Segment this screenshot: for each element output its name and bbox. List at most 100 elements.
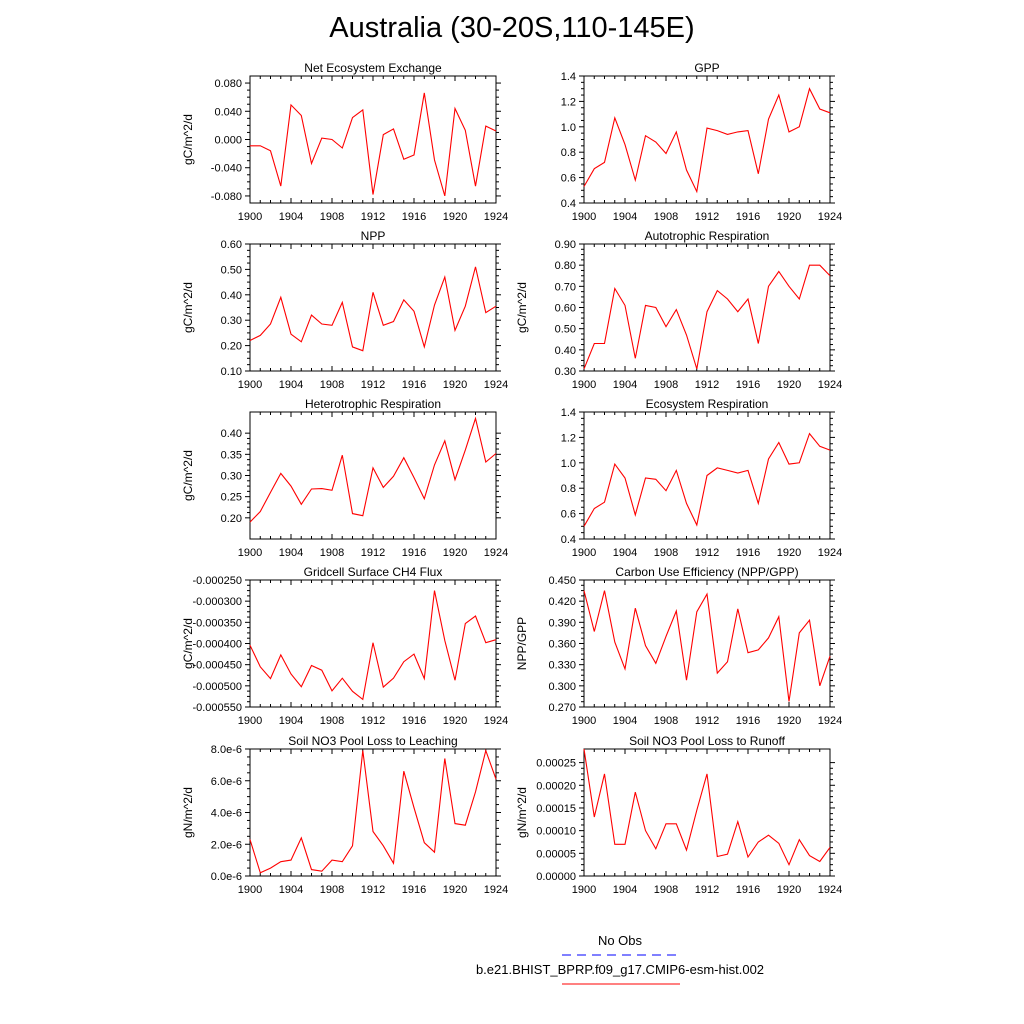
x-tick-label: 1908 xyxy=(654,884,678,896)
x-tick-label: 1920 xyxy=(777,379,801,391)
y-tick-label: 1.2 xyxy=(561,96,576,108)
y-tick-label: 0.000 xyxy=(214,135,242,147)
y-tick-label: 0.60 xyxy=(555,303,576,315)
x-tick-label: 1908 xyxy=(320,379,344,391)
y-tick-label: 0.20 xyxy=(221,513,242,525)
y-tick-label: 0.450 xyxy=(548,575,576,587)
y-tick-label: 0.00020 xyxy=(536,780,576,792)
chart-panel-4: Autotrophic Respiration gC/m^2/d 1900 1904 1… xyxy=(515,229,842,391)
y-axis-label: NPP/GPP xyxy=(515,617,529,670)
x-tick-label: 1916 xyxy=(402,211,426,223)
x-tick-label: 1912 xyxy=(695,884,719,896)
y-tick-label: -0.000450 xyxy=(192,660,242,672)
chart-title: Soil NO3 Pool Loss to Leaching xyxy=(288,734,457,748)
x-tick-label: 1900 xyxy=(238,379,262,391)
y-tick-label: -0.000300 xyxy=(192,596,242,608)
y-tick-label: 0.8 xyxy=(561,147,576,159)
y-tick-label: -0.080 xyxy=(211,191,242,203)
x-tick-label: 1908 xyxy=(320,884,344,896)
y-tick-label: -0.000250 xyxy=(192,575,242,587)
y-tick-label: -0.000400 xyxy=(192,639,242,651)
series-line xyxy=(249,266,497,352)
x-tick-label: 1912 xyxy=(695,379,719,391)
y-tick-label: 0.35 xyxy=(221,449,242,461)
y-tick-label: -0.000500 xyxy=(192,681,242,693)
chart-panel-5: Heterotrophic Respiration gC/m^2/d 1900 190… xyxy=(181,397,508,559)
y-tick-label: -0.000550 xyxy=(192,702,242,714)
x-tick-label: 1912 xyxy=(361,547,385,559)
chart-panel-10: Soil NO3 Pool Loss to Runoff gN/m^2/d 1900… xyxy=(515,734,842,896)
chart-panel-6: Ecosystem Respiration 1900 1904 1908 1912 191… xyxy=(561,397,843,559)
y-tick-label: 0.330 xyxy=(548,660,576,672)
x-tick-label: 1924 xyxy=(484,211,508,223)
y-tick-label: 0.40 xyxy=(555,345,576,357)
x-tick-label: 1920 xyxy=(443,211,467,223)
x-tick-label: 1912 xyxy=(695,547,719,559)
x-tick-label: 1900 xyxy=(572,547,596,559)
x-tick-label: 1908 xyxy=(654,715,678,727)
y-tick-label: 0.20 xyxy=(221,341,242,353)
x-tick-label: 1904 xyxy=(613,884,637,896)
x-tick-label: 1908 xyxy=(654,547,678,559)
y-tick-label: 1.0 xyxy=(561,458,576,470)
y-tick-label: 0.00000 xyxy=(536,871,576,883)
y-tick-label: 0.080 xyxy=(214,78,242,90)
chart-panel-9: Soil NO3 Pool Loss to Leaching gN/m^2/d 19… xyxy=(181,734,508,896)
y-tick-label: 0.4 xyxy=(561,534,576,546)
y-tick-label: 0.6 xyxy=(561,509,576,521)
series-line xyxy=(583,87,831,194)
plot-frame xyxy=(249,411,497,540)
chart-title: Autotrophic Respiration xyxy=(645,229,770,243)
chart-title: Soil NO3 Pool Loss to Runoff xyxy=(629,734,786,748)
series-line xyxy=(583,590,831,702)
legend-model-label: b.e21.BHIST_BPRP.f09_g17.CMIP6-esm-hist.… xyxy=(475,962,765,977)
x-tick-label: 1900 xyxy=(238,884,262,896)
y-tick-label: 0.30 xyxy=(221,471,242,483)
x-tick-label: 1924 xyxy=(818,547,842,559)
y-tick-label: 1.4 xyxy=(561,407,576,419)
y-tick-label: 0.0e-6 xyxy=(211,871,242,883)
y-tick-label: -0.040 xyxy=(211,163,242,175)
x-tick-label: 1920 xyxy=(443,379,467,391)
y-tick-label: 0.300 xyxy=(548,681,576,693)
series-line xyxy=(249,748,497,874)
y-tick-label: 0.60 xyxy=(221,239,242,251)
x-tick-label: 1912 xyxy=(361,715,385,727)
y-tick-label: 1.2 xyxy=(561,432,576,444)
plot-frame xyxy=(249,748,497,877)
y-tick-label: 0.420 xyxy=(548,596,576,608)
series-line xyxy=(583,432,831,527)
y-axis-label: gC/m^2/d xyxy=(181,450,195,501)
x-tick-label: 1916 xyxy=(736,211,760,223)
y-tick-label: 2.0e-6 xyxy=(211,839,242,851)
x-tick-label: 1920 xyxy=(777,211,801,223)
y-tick-label: 0.50 xyxy=(555,324,576,336)
x-tick-label: 1900 xyxy=(238,715,262,727)
y-tick-label: 8.0e-6 xyxy=(211,744,242,756)
y-tick-label: 0.30 xyxy=(221,315,242,327)
chart-title: Heterotrophic Respiration xyxy=(305,397,441,411)
x-tick-label: 1924 xyxy=(818,211,842,223)
plot-frame xyxy=(583,748,831,877)
x-tick-label: 1908 xyxy=(320,211,344,223)
x-tick-label: 1912 xyxy=(361,884,385,896)
y-tick-label: 0.40 xyxy=(221,290,242,302)
y-tick-label: 1.0 xyxy=(561,122,576,134)
y-axis-label: gC/m^2/d xyxy=(181,114,195,165)
x-tick-label: 1904 xyxy=(613,715,637,727)
x-tick-label: 1924 xyxy=(818,884,842,896)
y-tick-label: 0.270 xyxy=(548,702,576,714)
chart-panel-7: Gridcell Surface CH4 Flux gC/m^2/d 1900 190… xyxy=(181,565,508,727)
x-tick-label: 1904 xyxy=(279,379,303,391)
chart-title: Gridcell Surface CH4 Flux xyxy=(304,565,443,579)
x-tick-label: 1920 xyxy=(443,715,467,727)
x-tick-label: 1904 xyxy=(279,211,303,223)
y-tick-label: 6.0e-6 xyxy=(211,776,242,788)
x-tick-label: 1908 xyxy=(654,379,678,391)
legend-obs-label: No Obs xyxy=(597,933,643,948)
x-tick-label: 1920 xyxy=(443,547,467,559)
plot-frame xyxy=(249,243,497,372)
chart-panel-8: Carbon Use Efficiency (NPP/GPP) NPP/GPP 19… xyxy=(515,565,842,727)
x-tick-label: 1900 xyxy=(572,715,596,727)
